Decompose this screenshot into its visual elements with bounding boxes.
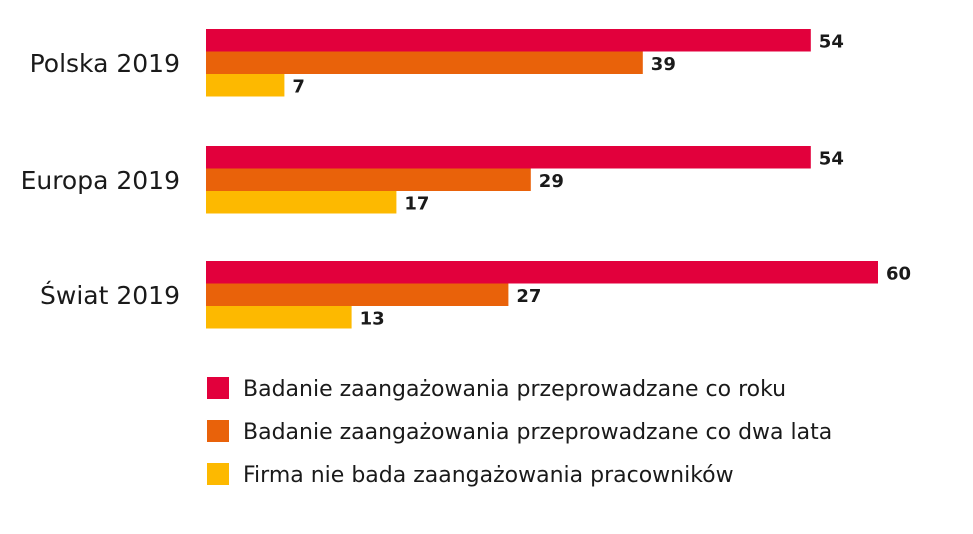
bar: [206, 74, 285, 97]
bar: [206, 306, 352, 329]
bar: [206, 51, 643, 74]
bar: [206, 146, 811, 169]
legend-swatch: [207, 463, 229, 485]
data-label: 39: [651, 54, 676, 75]
bar: [206, 168, 531, 191]
bar: [206, 261, 878, 284]
legend-label: Firma nie bada zaangażowania pracowników: [243, 463, 734, 488]
data-label: 54: [819, 31, 844, 52]
data-label: 17: [404, 193, 429, 214]
bar: [206, 191, 397, 214]
legend-label: Badanie zaangażowania przeprowadzane co …: [243, 377, 786, 402]
bar: [206, 283, 509, 306]
legend-swatch: [207, 377, 229, 399]
category-label: Europa 2019: [21, 166, 180, 195]
data-label: 54: [819, 148, 844, 169]
legend-swatch: [207, 420, 229, 442]
data-label: 13: [360, 308, 385, 329]
data-label: 27: [516, 286, 541, 307]
data-label: 60: [886, 263, 911, 284]
bar: [206, 29, 811, 52]
category-label: Polska 2019: [30, 49, 180, 78]
data-label: 29: [539, 171, 564, 192]
data-label: 7: [292, 76, 305, 97]
category-label: Świat 2019: [40, 280, 180, 310]
legend-label: Badanie zaangażowania przeprowadzane co …: [243, 420, 832, 445]
